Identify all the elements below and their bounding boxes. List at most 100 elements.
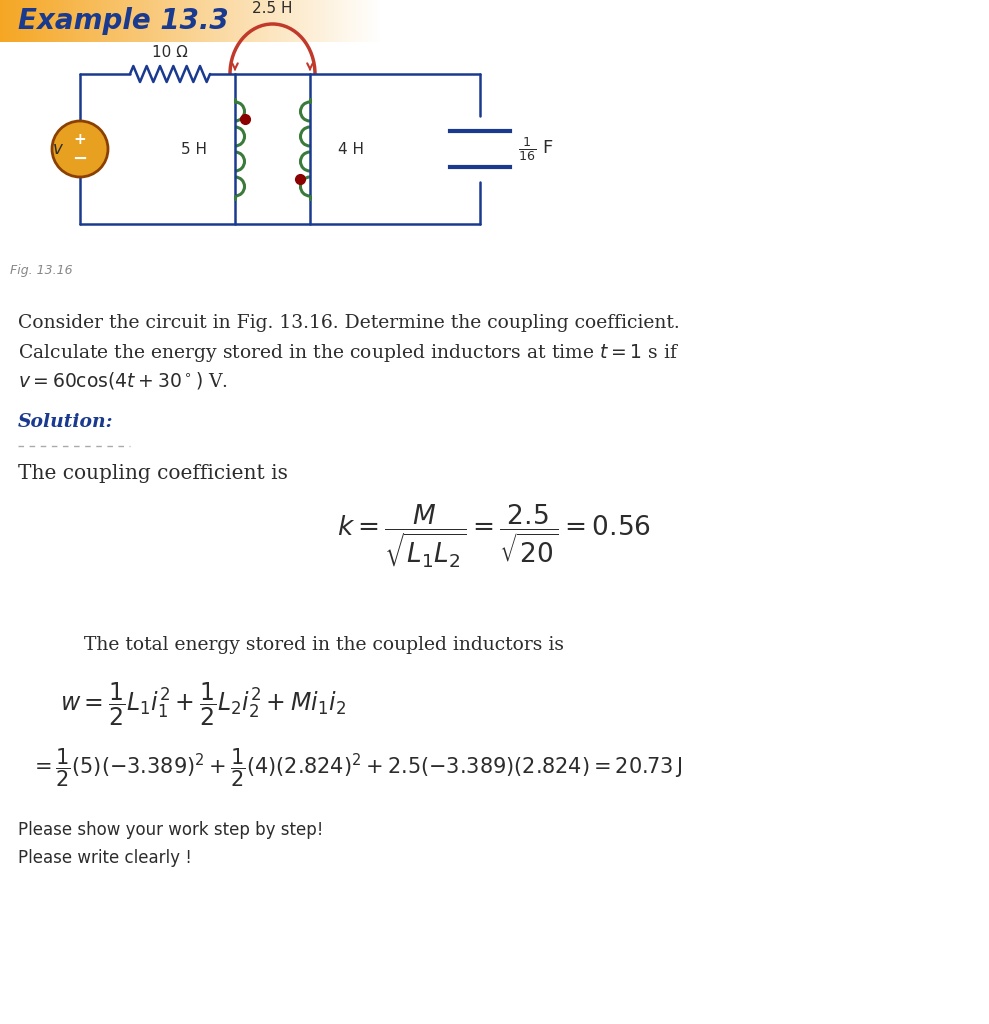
Bar bbox=[318, 0, 319, 42]
Text: 4 H: 4 H bbox=[338, 141, 364, 157]
Bar bbox=[423, 0, 424, 42]
Bar bbox=[96, 0, 97, 42]
Bar bbox=[391, 0, 392, 42]
Bar bbox=[119, 0, 120, 42]
Bar bbox=[135, 0, 136, 42]
Bar bbox=[38, 0, 39, 42]
Bar bbox=[64, 0, 65, 42]
Bar bbox=[479, 0, 480, 42]
Bar bbox=[227, 0, 228, 42]
Bar bbox=[475, 0, 476, 42]
Bar bbox=[212, 0, 213, 42]
Bar bbox=[11, 0, 12, 42]
Bar bbox=[215, 0, 216, 42]
Bar bbox=[238, 0, 239, 42]
Bar bbox=[187, 0, 188, 42]
Bar bbox=[291, 0, 292, 42]
Bar bbox=[243, 0, 244, 42]
Bar bbox=[277, 0, 278, 42]
Bar bbox=[48, 0, 49, 42]
Bar bbox=[105, 0, 106, 42]
Bar bbox=[435, 0, 436, 42]
Bar bbox=[131, 0, 132, 42]
Bar bbox=[253, 0, 254, 42]
Bar bbox=[427, 0, 428, 42]
Bar bbox=[264, 0, 265, 42]
Bar bbox=[367, 0, 368, 42]
Bar bbox=[76, 0, 77, 42]
Bar bbox=[178, 0, 179, 42]
Bar bbox=[338, 0, 339, 42]
Bar bbox=[312, 0, 313, 42]
Bar bbox=[373, 0, 374, 42]
Bar bbox=[127, 0, 128, 42]
Bar bbox=[210, 0, 211, 42]
Bar bbox=[72, 0, 73, 42]
Bar bbox=[116, 0, 117, 42]
Bar bbox=[292, 0, 293, 42]
Bar bbox=[484, 0, 485, 42]
Bar bbox=[434, 0, 435, 42]
Bar bbox=[237, 0, 238, 42]
Bar bbox=[356, 0, 357, 42]
Bar bbox=[474, 0, 475, 42]
Bar bbox=[117, 0, 118, 42]
Bar bbox=[91, 0, 92, 42]
Bar bbox=[170, 0, 171, 42]
Bar bbox=[66, 0, 67, 42]
Bar bbox=[412, 0, 413, 42]
Bar bbox=[97, 0, 98, 42]
Bar bbox=[369, 0, 370, 42]
Bar bbox=[3, 0, 4, 42]
Bar bbox=[152, 0, 153, 42]
Bar bbox=[27, 0, 28, 42]
Bar bbox=[405, 0, 406, 42]
Bar bbox=[383, 0, 384, 42]
Bar bbox=[28, 0, 29, 42]
Bar bbox=[420, 0, 421, 42]
Bar bbox=[13, 0, 14, 42]
Bar bbox=[231, 0, 232, 42]
Bar bbox=[377, 0, 378, 42]
Bar bbox=[139, 0, 140, 42]
Bar bbox=[362, 0, 363, 42]
Bar bbox=[202, 0, 203, 42]
Bar bbox=[249, 0, 250, 42]
Bar bbox=[335, 0, 336, 42]
Bar bbox=[371, 0, 372, 42]
Bar bbox=[179, 0, 180, 42]
Bar bbox=[325, 0, 326, 42]
Bar bbox=[49, 0, 50, 42]
Bar bbox=[189, 0, 190, 42]
Bar bbox=[482, 0, 483, 42]
Bar bbox=[455, 0, 456, 42]
Bar bbox=[261, 0, 262, 42]
Bar bbox=[278, 0, 279, 42]
Bar bbox=[408, 0, 409, 42]
Bar bbox=[316, 0, 317, 42]
Bar bbox=[322, 0, 323, 42]
Bar bbox=[472, 0, 473, 42]
Text: $\frac{1}{16}$ F: $\frac{1}{16}$ F bbox=[518, 135, 553, 163]
Bar bbox=[25, 0, 26, 42]
Bar bbox=[270, 0, 271, 42]
Bar bbox=[107, 0, 108, 42]
Bar bbox=[83, 0, 84, 42]
Bar bbox=[126, 0, 127, 42]
Bar bbox=[182, 0, 183, 42]
Bar bbox=[352, 0, 353, 42]
Bar bbox=[47, 0, 48, 42]
Bar bbox=[78, 0, 79, 42]
Bar bbox=[305, 0, 306, 42]
Bar bbox=[183, 0, 184, 42]
Bar bbox=[160, 0, 161, 42]
Bar bbox=[458, 0, 459, 42]
Bar bbox=[62, 0, 63, 42]
Bar bbox=[317, 0, 318, 42]
Bar bbox=[387, 0, 388, 42]
Bar bbox=[147, 0, 148, 42]
Bar bbox=[241, 0, 242, 42]
Bar bbox=[321, 0, 322, 42]
Bar bbox=[177, 0, 178, 42]
Bar bbox=[207, 0, 208, 42]
